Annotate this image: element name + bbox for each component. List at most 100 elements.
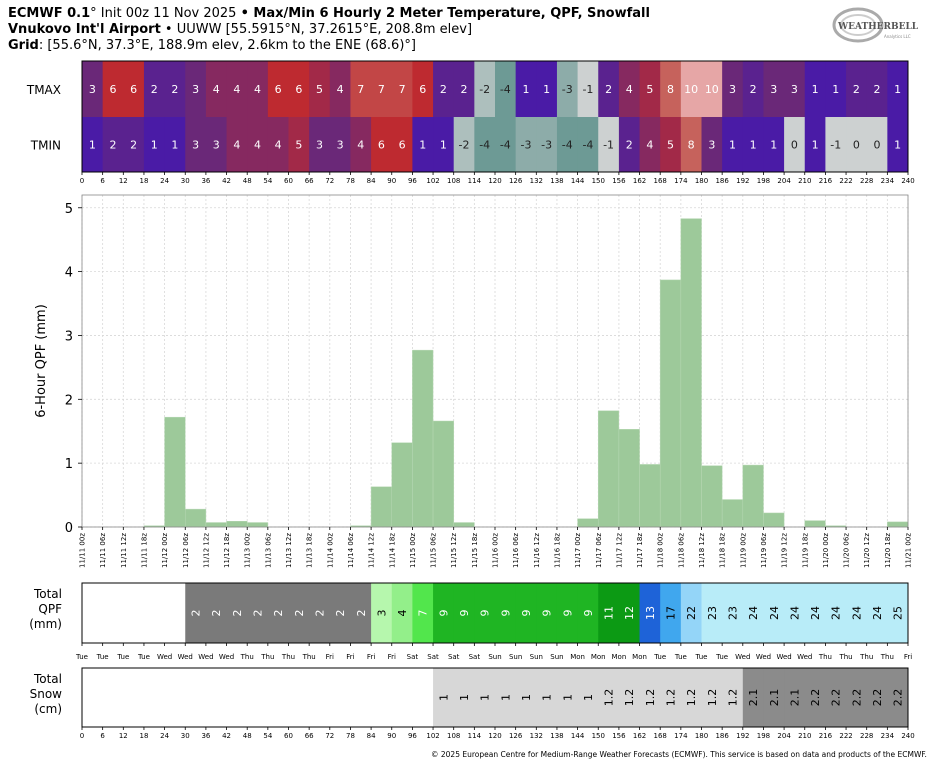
total-qpf-value: 9 — [561, 610, 574, 617]
tmin-cell — [433, 117, 455, 172]
temp-hour-axis-tick-label: 48 — [243, 177, 252, 185]
qpf-x-tick-label: 11/20 00z — [822, 533, 830, 568]
total-qpf-cell — [598, 583, 620, 643]
total-qpf-value: 2 — [272, 610, 285, 617]
day-axis-label: Sat — [448, 653, 460, 661]
qpf-x-tick-label: 11/19 06z — [760, 533, 768, 568]
tmax-value: 2 — [461, 83, 468, 96]
snow-hour-axis-tick-label: 186 — [715, 732, 729, 740]
total-snow-cell — [82, 668, 104, 727]
tmax-cell — [371, 61, 393, 117]
qpf-x-tick-label: 11/16 12z — [533, 533, 541, 568]
total-qpf-value: 25 — [892, 606, 905, 620]
tmin-cell — [412, 117, 434, 172]
total-snow-cell — [515, 668, 537, 727]
tmax-value: 6 — [130, 83, 137, 96]
tmax-cell — [143, 61, 166, 117]
tmax-value: 4 — [337, 83, 344, 96]
total-snow-value: 1 — [437, 694, 450, 701]
tmin-cell — [515, 117, 537, 172]
total-snow-cell — [185, 668, 207, 727]
qpf-bar — [721, 499, 744, 528]
total-qpf-cell — [123, 583, 145, 643]
tmin-cell — [102, 117, 124, 172]
day-axis-label: Mon — [570, 653, 585, 661]
tmax-value: -3 — [562, 83, 573, 96]
tmax-value: -2 — [479, 83, 490, 96]
tmax-cell — [82, 61, 104, 117]
tmin-cell — [309, 117, 331, 172]
title-line-3: Grid: [55.6°N, 37.3°E, 188.9m elev, 2.6k… — [8, 38, 416, 53]
total-qpf-value: 9 — [458, 610, 471, 617]
snow-hour-axis-tick-label: 36 — [201, 732, 210, 740]
tmin-row-label: TMIN — [30, 139, 61, 153]
total-qpf-cell — [474, 583, 496, 643]
snow-hour-axis-tick-label: 120 — [488, 732, 501, 740]
total-qpf-value: 9 — [520, 610, 533, 617]
total-snow-cell — [164, 668, 186, 727]
day-axis-label: Tue — [116, 653, 129, 661]
snow-hour-axis-tick-label: 228 — [860, 732, 873, 740]
tmin-value: -4 — [479, 139, 490, 152]
temp-hour-axis-tick-label: 198 — [757, 177, 770, 185]
temp-hour-axis-tick-label: 132 — [530, 177, 543, 185]
total-qpf-value: 22 — [685, 606, 698, 620]
qpf-x-tick-label: 11/13 06z — [264, 533, 272, 568]
tmax-value: 2 — [171, 83, 178, 96]
tmax-cell — [267, 61, 289, 117]
tmin-value: 0 — [853, 139, 860, 152]
tmin-value: 3 — [316, 139, 323, 152]
total-snow-cell — [453, 668, 475, 727]
day-axis-label: Wed — [219, 653, 234, 661]
tmin-value: 8 — [688, 139, 695, 152]
day-axis-label: Fri — [367, 653, 375, 661]
total-snow-cell — [763, 668, 785, 727]
chart-header: ECMWF 0.1° Init 00z 11 Nov 2025 • Max/Mi… — [8, 6, 650, 54]
temp-hour-axis-tick-label: 84 — [367, 177, 376, 185]
tmin-cell — [784, 117, 806, 172]
qpf-x-tick-label: 11/18 00z — [657, 533, 665, 568]
snow-hour-axis-tick-label: 138 — [550, 732, 563, 740]
svg-text:WEATHERBELL: WEATHERBELL — [837, 22, 919, 32]
tmin-cell — [887, 117, 909, 172]
qpf-bar — [246, 522, 269, 528]
qpf-x-tick-label: 11/15 12z — [450, 533, 458, 568]
total-qpf-cell — [433, 583, 455, 643]
tmin-value: 3 — [337, 139, 344, 152]
day-axis-label: Sat — [407, 653, 419, 661]
total-qpf-value: 23 — [726, 606, 739, 620]
day-axis-label: Fri — [904, 653, 912, 661]
tmin-value: 5 — [667, 139, 674, 152]
qpf-x-tick-label: 11/18 06z — [677, 533, 685, 568]
tmax-cell — [866, 61, 888, 117]
total-snow-value: 1.2 — [623, 689, 636, 707]
tmin-value: -2 — [459, 139, 470, 152]
tmax-cell — [515, 61, 537, 117]
total-snow-cell — [701, 668, 723, 727]
qpf-bar — [391, 442, 413, 528]
snow-hour-axis-tick-label: 174 — [674, 732, 688, 740]
tmin-value: 6 — [399, 139, 406, 152]
day-axis-label: Wed — [157, 653, 172, 661]
temp-hour-axis-tick-label: 174 — [674, 177, 688, 185]
tmax-cell — [618, 61, 641, 117]
tmax-value: 1 — [543, 83, 550, 96]
tmax-cell — [639, 61, 661, 117]
tmin-cell — [722, 117, 744, 172]
tmin-cell — [639, 117, 661, 172]
qpf-x-tick-label: 11/12 00z — [161, 533, 169, 568]
total-qpf-value: 2 — [334, 610, 347, 617]
total-qpf-cell — [82, 583, 104, 643]
qpf-x-tick-label: 11/19 18z — [801, 533, 809, 568]
tmax-value: 2 — [605, 83, 612, 96]
total-snow-cell — [784, 668, 806, 727]
total-snow-value: 1 — [458, 694, 471, 701]
total-snow-value: 2.2 — [809, 689, 822, 707]
tmin-value: 1 — [770, 139, 777, 152]
qpf-y-tick-label: 0 — [65, 521, 73, 536]
tmin-value: 1 — [89, 139, 96, 152]
total-snow-cell — [825, 668, 847, 727]
tmax-value: 2 — [151, 83, 158, 96]
tmax-cell — [763, 61, 785, 117]
tmax-cell — [102, 61, 124, 117]
